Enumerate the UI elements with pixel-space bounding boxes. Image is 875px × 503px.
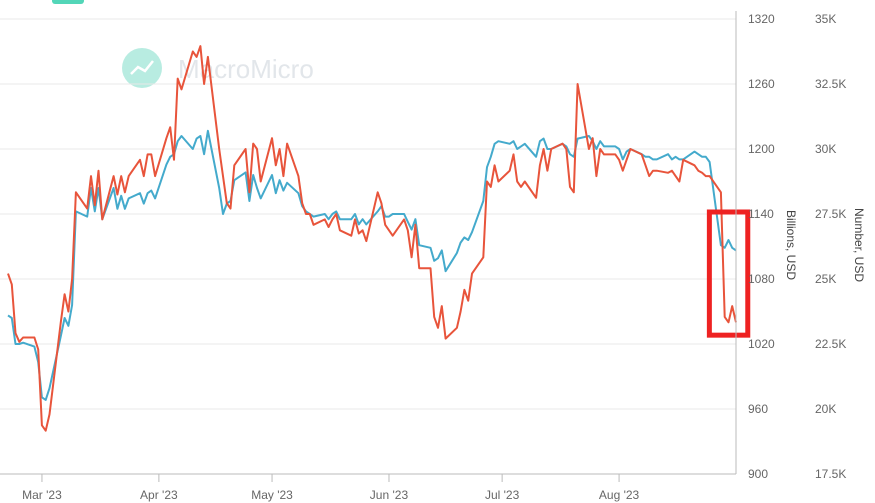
y-right-tick-label: 25K xyxy=(815,272,836,286)
watermark: MacroMicro xyxy=(122,48,314,88)
highlight-box xyxy=(706,209,751,338)
y-right-tick-label: 32.5K xyxy=(815,77,846,91)
series-line-right-axis xyxy=(7,129,737,401)
x-tick-label: Jun '23 xyxy=(370,488,409,502)
grid xyxy=(0,18,736,475)
y-right-tick-label: 20K xyxy=(815,402,836,416)
watermark-text: MacroMicro xyxy=(178,54,314,84)
x-tick-label: Jul '23 xyxy=(485,488,520,502)
y-right-tick-label: 30K xyxy=(815,142,836,156)
watermark-logo-chart-icon xyxy=(130,60,154,75)
x-tick-label: May '23 xyxy=(251,488,293,502)
y-right-tick-label: 27.5K xyxy=(815,207,846,221)
y-axis-right-title: Number, USD xyxy=(852,208,866,282)
y-left-tick-label: 1200 xyxy=(748,142,775,156)
series-lines xyxy=(7,45,737,432)
y-left-tick-label: 960 xyxy=(748,402,768,416)
x-tick-label: Mar '23 xyxy=(22,488,62,502)
series-line-left-axis xyxy=(7,45,737,432)
axes: 900 17.5K 960 20K 1020 22.5K 1080 25K 1140 27.5K 1… xyxy=(0,11,846,502)
y-left-tick-label: 1140 xyxy=(748,207,774,221)
legend-swatch xyxy=(52,0,84,4)
y-left-tick-label: 1260 xyxy=(748,77,775,91)
x-tick-label: Aug '23 xyxy=(599,488,640,502)
highlight-annotation xyxy=(706,209,751,338)
y-left-tick-label: 1320 xyxy=(748,12,775,26)
y-right-tick-label: 22.5K xyxy=(815,337,846,351)
y-axis-left-title: Billions, USD xyxy=(784,210,798,280)
y-right-tick-label: 35K xyxy=(815,12,836,26)
y-left-tick-label: 900 xyxy=(748,467,768,481)
y-right-tick-label: 17.5K xyxy=(815,467,846,481)
y-left-tick-label: 1020 xyxy=(748,337,775,351)
x-tick-label: Apr '23 xyxy=(140,488,178,502)
y-left-tick-label: 1080 xyxy=(748,272,775,286)
